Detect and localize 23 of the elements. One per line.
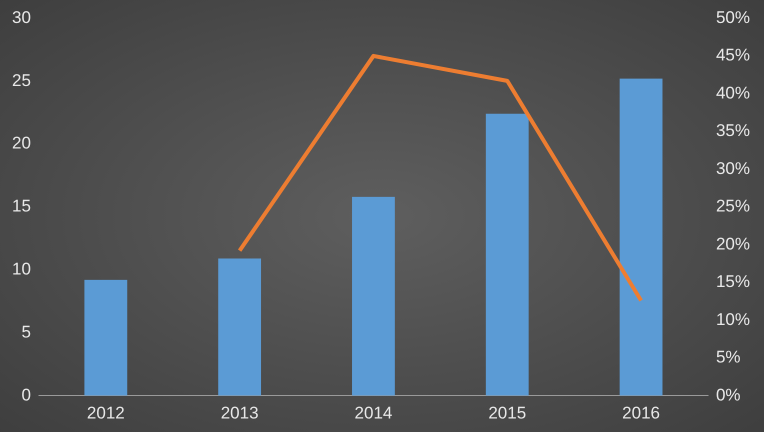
y-tick-label: 25 [12, 70, 31, 90]
y2-tick-label: 50% [716, 8, 750, 27]
y-tick-label: 20 [12, 134, 31, 153]
y-tick-label: 5 [21, 322, 31, 342]
y-tick-label: 0 [21, 385, 31, 404]
y2-tick-label: 30% [716, 158, 750, 178]
y-tick-label: 10 [12, 259, 31, 278]
x-tick-label: 2016 [622, 403, 660, 422]
y-tick-label: 30 [12, 8, 31, 27]
y2-tick-label: 5% [716, 348, 741, 367]
x-tick-label: 2012 [86, 403, 125, 422]
y2-tick-label: 35% [716, 121, 750, 140]
y2-tick-label: 45% [716, 46, 750, 65]
y-tick-label: 15 [12, 196, 31, 216]
x-tick-label: 2013 [220, 403, 259, 422]
y2-tick-label: 40% [716, 83, 750, 102]
y2-tick-label: 10% [716, 310, 750, 329]
y2-tick-label: 20% [716, 234, 750, 254]
y2-tick-label: 0% [716, 385, 741, 404]
x-tick-label: 2014 [354, 403, 392, 422]
y2-tick-label: 25% [716, 196, 750, 216]
x-tick-label: 2015 [488, 403, 526, 422]
y2-tick-label: 15% [716, 272, 750, 292]
